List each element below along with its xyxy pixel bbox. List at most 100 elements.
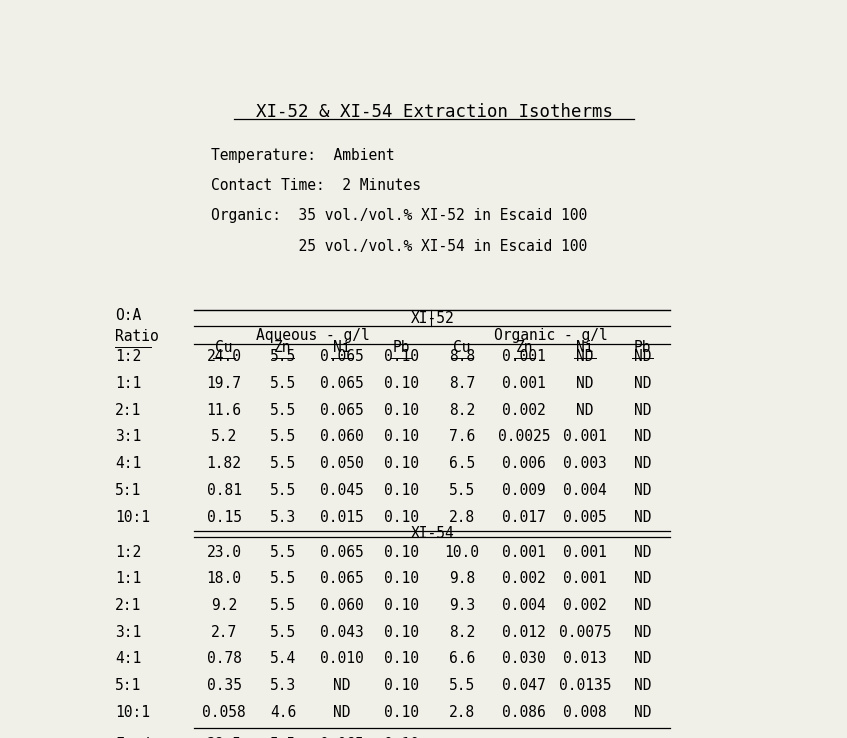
- Text: 0.065: 0.065: [320, 403, 364, 418]
- Text: 0.058: 0.058: [202, 705, 246, 720]
- Text: 5:1: 5:1: [115, 678, 141, 693]
- Text: 8.8: 8.8: [449, 349, 475, 365]
- Text: ND: ND: [634, 456, 651, 471]
- Text: 0.004: 0.004: [563, 483, 607, 498]
- Text: 1:2: 1:2: [115, 349, 141, 365]
- Text: 5.5: 5.5: [270, 349, 296, 365]
- Text: XI-52 & XI-54 Extraction Isotherms: XI-52 & XI-54 Extraction Isotherms: [256, 103, 612, 121]
- Text: 1:2: 1:2: [115, 545, 141, 559]
- Text: 2.8: 2.8: [449, 509, 475, 525]
- Text: ND: ND: [576, 349, 594, 365]
- Text: 0.10: 0.10: [384, 430, 418, 444]
- Text: 0.065: 0.065: [320, 571, 364, 586]
- Text: 5.5: 5.5: [449, 678, 475, 693]
- Text: Ni: Ni: [334, 339, 351, 355]
- Text: 0.017: 0.017: [502, 509, 546, 525]
- Text: 0.10: 0.10: [384, 509, 418, 525]
- Text: 3:1: 3:1: [115, 430, 141, 444]
- Text: 0.0075: 0.0075: [559, 624, 612, 640]
- Text: 4:1: 4:1: [115, 456, 141, 471]
- Text: Zn: Zn: [516, 339, 533, 355]
- Text: 0.001: 0.001: [502, 349, 546, 365]
- Text: ND: ND: [634, 509, 651, 525]
- Text: ND: ND: [634, 624, 651, 640]
- Text: 0.065: 0.065: [320, 376, 364, 391]
- Text: 0.010: 0.010: [320, 652, 364, 666]
- Text: 6.5: 6.5: [449, 456, 475, 471]
- Text: ND: ND: [634, 652, 651, 666]
- Text: Ni: Ni: [576, 339, 594, 355]
- Text: 4:1: 4:1: [115, 652, 141, 666]
- Text: 0.10: 0.10: [384, 678, 418, 693]
- Text: 0.002: 0.002: [502, 403, 546, 418]
- Text: 1:1: 1:1: [115, 376, 141, 391]
- Text: 0.10: 0.10: [384, 652, 418, 666]
- Text: 9.8: 9.8: [449, 571, 475, 586]
- Text: 23.0: 23.0: [207, 545, 241, 559]
- Text: 0.10: 0.10: [384, 545, 418, 559]
- Text: 0.35: 0.35: [207, 678, 241, 693]
- Text: 0.001: 0.001: [563, 545, 607, 559]
- Text: Pb: Pb: [392, 339, 410, 355]
- Text: 0.086: 0.086: [502, 705, 546, 720]
- Text: 0.012: 0.012: [502, 624, 546, 640]
- Text: Organic - g/l: Organic - g/l: [494, 328, 607, 342]
- Text: 3:1: 3:1: [115, 624, 141, 640]
- Text: 0.10: 0.10: [384, 456, 418, 471]
- Text: 5.5: 5.5: [270, 376, 296, 391]
- Text: 2:1: 2:1: [115, 598, 141, 613]
- Text: 5:1: 5:1: [115, 483, 141, 498]
- Text: 0.045: 0.045: [320, 483, 364, 498]
- Text: 5.5: 5.5: [270, 624, 296, 640]
- Text: ND: ND: [576, 376, 594, 391]
- Text: ND: ND: [634, 705, 651, 720]
- Text: 5.5: 5.5: [270, 430, 296, 444]
- Text: 0.10: 0.10: [384, 483, 418, 498]
- Text: 0.001: 0.001: [563, 430, 607, 444]
- Text: XI-54: XI-54: [411, 526, 454, 541]
- Text: ND: ND: [634, 678, 651, 693]
- Text: 0.060: 0.060: [320, 598, 364, 613]
- Text: 25 vol./vol.% XI-54 in Escaid 100: 25 vol./vol.% XI-54 in Escaid 100: [211, 238, 587, 254]
- Text: 0.10: 0.10: [384, 598, 418, 613]
- Text: 8.2: 8.2: [449, 624, 475, 640]
- Text: 5.4: 5.4: [270, 652, 296, 666]
- Text: 0.065: 0.065: [320, 545, 364, 559]
- Text: 0.009: 0.009: [502, 483, 546, 498]
- Text: 19.7: 19.7: [207, 376, 241, 391]
- Text: 5.2: 5.2: [211, 430, 237, 444]
- Text: 2.7: 2.7: [211, 624, 237, 640]
- Text: 11.6: 11.6: [207, 403, 241, 418]
- Text: 0.002: 0.002: [563, 598, 607, 613]
- Text: 0.0135: 0.0135: [559, 678, 612, 693]
- Text: 5.3: 5.3: [270, 678, 296, 693]
- Text: 10.0: 10.0: [445, 545, 479, 559]
- Text: 0.10: 0.10: [384, 376, 418, 391]
- Text: 0.060: 0.060: [320, 430, 364, 444]
- Text: 4.6: 4.6: [270, 705, 296, 720]
- Text: ND: ND: [634, 376, 651, 391]
- Text: 5.5: 5.5: [270, 571, 296, 586]
- Text: Cu: Cu: [215, 339, 233, 355]
- Text: 6.6: 6.6: [449, 652, 475, 666]
- Text: 0.10: 0.10: [384, 705, 418, 720]
- Text: 0.001: 0.001: [502, 545, 546, 559]
- Text: ND: ND: [634, 349, 651, 365]
- Text: 0.10: 0.10: [384, 349, 418, 365]
- Text: Organic:  35 vol./vol.% XI-52 in Escaid 100: Organic: 35 vol./vol.% XI-52 in Escaid 1…: [211, 208, 587, 224]
- Text: ND: ND: [576, 403, 594, 418]
- Text: 5.5: 5.5: [270, 483, 296, 498]
- Text: 0.043: 0.043: [320, 624, 364, 640]
- Text: 5.5: 5.5: [270, 456, 296, 471]
- Text: 10:1: 10:1: [115, 509, 150, 525]
- Text: 1:1: 1:1: [115, 571, 141, 586]
- Text: 5.5: 5.5: [270, 545, 296, 559]
- Text: Ratio: Ratio: [115, 329, 159, 344]
- Text: 0.78: 0.78: [207, 652, 241, 666]
- Text: Temperature:  Ambient: Temperature: Ambient: [211, 148, 395, 163]
- Text: 8.2: 8.2: [449, 403, 475, 418]
- Text: 0.10: 0.10: [384, 624, 418, 640]
- Text: 9.3: 9.3: [449, 598, 475, 613]
- Text: 0.10: 0.10: [384, 403, 418, 418]
- Text: 0.81: 0.81: [207, 483, 241, 498]
